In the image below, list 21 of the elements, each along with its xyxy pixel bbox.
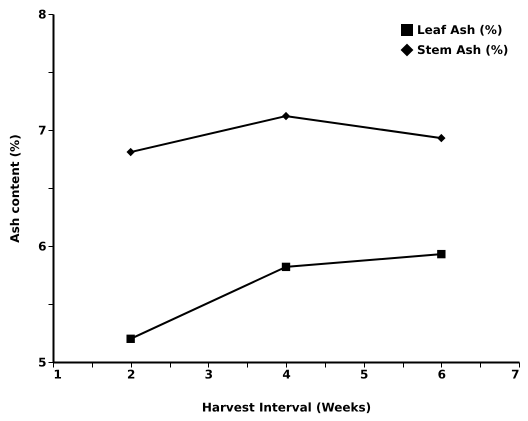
y-axis-title: Ash content (%) bbox=[8, 134, 22, 243]
point bbox=[282, 262, 290, 272]
y-tick-label: 8 bbox=[38, 8, 46, 22]
x-tick-label: 5 bbox=[360, 368, 368, 382]
x-tick-label: 4 bbox=[282, 368, 291, 382]
legend-label: Stem Ash (%) bbox=[417, 43, 508, 57]
legend-label: Leaf Ash (%) bbox=[417, 23, 502, 37]
y-tick-label: 7 bbox=[38, 124, 46, 138]
x-tick-label: 3 bbox=[204, 368, 214, 382]
point bbox=[126, 148, 135, 156]
point bbox=[126, 334, 135, 343]
x-tick-label: 1 bbox=[54, 368, 62, 382]
x-tick-label: 6 bbox=[438, 368, 446, 382]
x-tick-label: 2 bbox=[126, 368, 136, 382]
x-tick-label: 7 bbox=[511, 368, 520, 382]
point bbox=[437, 250, 446, 258]
point bbox=[282, 112, 290, 120]
point bbox=[437, 134, 446, 142]
y-tick-label: 5 bbox=[38, 356, 46, 370]
y-tick-label: 6 bbox=[38, 240, 46, 254]
x-axis-title: Harvest Interval (Weeks) bbox=[202, 400, 372, 414]
